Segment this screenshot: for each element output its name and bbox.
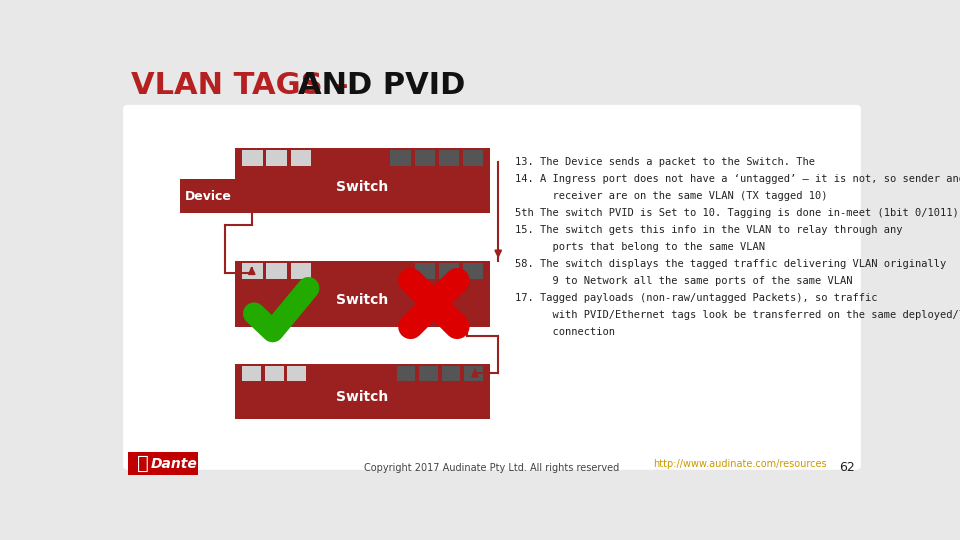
Text: Switch: Switch <box>336 293 389 307</box>
Text: ports that belong to the same VLAN: ports that belong to the same VLAN <box>516 242 765 252</box>
Bar <box>391 150 411 166</box>
Text: AND PVID: AND PVID <box>299 71 466 100</box>
Text: VLAN TAGS –: VLAN TAGS – <box>131 71 359 100</box>
Bar <box>420 366 438 381</box>
Text: ⓐ: ⓐ <box>137 454 149 473</box>
Text: 9 to Network all the same ports of the same VLAN: 9 to Network all the same ports of the s… <box>516 276 852 286</box>
Text: Device: Device <box>185 190 231 202</box>
Bar <box>415 150 435 166</box>
FancyBboxPatch shape <box>123 105 861 470</box>
Text: connection: connection <box>516 327 615 336</box>
Bar <box>243 366 261 381</box>
Text: Dante™: Dante™ <box>151 457 211 471</box>
Text: with PVID/Ethernet tags look be transferred on the same deployed/local: with PVID/Ethernet tags look be transfer… <box>516 309 960 320</box>
Bar <box>439 264 459 279</box>
Text: 13. The Device sends a packet to the Switch. The: 13. The Device sends a packet to the Swi… <box>516 157 815 167</box>
Text: http://www.audinate.com/resources: http://www.audinate.com/resources <box>653 458 827 469</box>
Bar <box>267 150 287 166</box>
Bar <box>439 150 459 166</box>
Text: 15. The switch gets this info in the VLAN to relay through any: 15. The switch gets this info in the VLA… <box>516 225 902 235</box>
Bar <box>464 366 483 381</box>
Text: Switch: Switch <box>336 390 389 404</box>
Text: Copyright 2017 Audinate Pty Ltd. All rights reserved: Copyright 2017 Audinate Pty Ltd. All rig… <box>365 462 619 472</box>
Bar <box>234 148 491 213</box>
Bar <box>265 366 283 381</box>
Bar <box>396 366 416 381</box>
Text: 14. A Ingress port does not have a ‘untagged’ – it is not, so sender and: 14. A Ingress port does not have a ‘unta… <box>516 174 960 184</box>
Bar <box>442 366 460 381</box>
Text: receiver are on the same VLAN (TX tagged 10): receiver are on the same VLAN (TX tagged… <box>516 191 828 201</box>
Bar <box>463 150 483 166</box>
Bar <box>267 264 287 279</box>
Bar <box>234 261 491 327</box>
Bar <box>234 363 491 419</box>
Text: Switch: Switch <box>336 180 389 194</box>
Text: 17. Tagged payloads (non-raw/untagged Packets), so traffic: 17. Tagged payloads (non-raw/untagged Pa… <box>516 293 877 303</box>
Bar <box>287 366 306 381</box>
Bar <box>415 264 435 279</box>
Bar <box>243 150 263 166</box>
Bar <box>463 264 483 279</box>
Bar <box>291 264 311 279</box>
Bar <box>128 452 198 475</box>
Text: 5th The switch PVID is Set to 10. Tagging is done in-meet (1bit 0/1011) this: 5th The switch PVID is Set to 10. Taggin… <box>516 208 960 218</box>
Text: 58. The switch displays the tagged traffic delivering VLAN originally: 58. The switch displays the tagged traff… <box>516 259 947 269</box>
Text: 62: 62 <box>839 461 854 474</box>
Bar <box>180 179 236 213</box>
Bar <box>291 150 311 166</box>
Bar <box>243 264 263 279</box>
